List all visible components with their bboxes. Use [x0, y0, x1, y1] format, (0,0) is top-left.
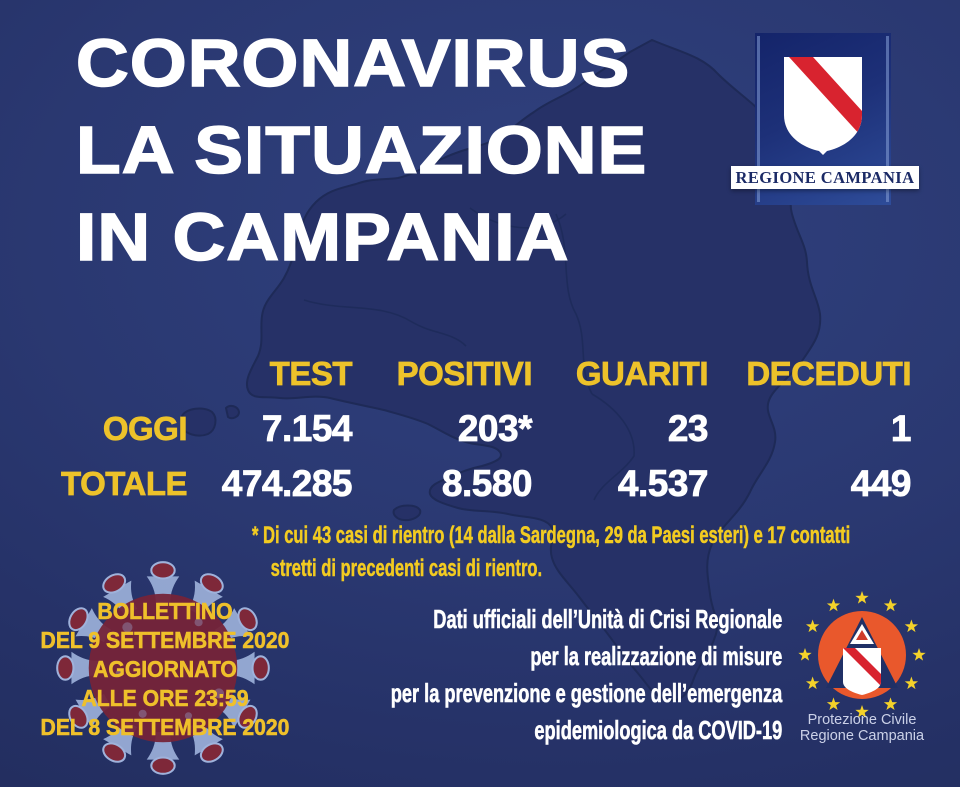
oggi-positivi-value: 203* — [457, 407, 532, 449]
oggi-guariti-value: 23 — [667, 407, 708, 449]
regione-campania-label: REGIONE CAMPANIA — [731, 166, 919, 189]
bulletin-date-block: BOLLETTINO DEL 9 SETTEMBRE 2020 AGGIORNA… — [22, 597, 307, 742]
col-header-deceduti: DECEDUTI — [746, 354, 912, 392]
footnote: * Di cui 43 casi di rientro (14 dalla Sa… — [252, 519, 928, 585]
footnote-line-1: * Di cui 43 casi di rientro (14 dalla Sa… — [252, 522, 851, 550]
source-line-4: epidemiologica da COVID-19 — [534, 715, 782, 746]
totale-test-value: 474.285 — [221, 462, 353, 504]
source-line-3: per la prevenzione e gestione dell’emerg… — [390, 678, 782, 709]
row-label-oggi: OGGI — [102, 409, 187, 447]
title-line-1: CORONAVIRUS — [75, 25, 631, 102]
logo-box-edge — [757, 36, 760, 202]
bulletin-line-3: AGGIORNATO — [93, 656, 237, 683]
campania-shield-icon — [784, 57, 862, 155]
bulletin-line-4: ALLE ORE 23:59 — [81, 685, 249, 712]
row-label-totale: TOTALE — [61, 464, 188, 502]
col-header-guariti: GUARITI — [575, 354, 708, 392]
page-title: CORONAVIRUS LA SITUAZIONE IN CAMPANIA — [75, 20, 648, 281]
bulletin-line-2: DEL 9 SETTEMBRE 2020 — [40, 627, 290, 654]
stats-table: TEST POSITIVI GUARITI DECEDUTI OGGI 7.15… — [45, 346, 912, 511]
source-line-2: per la realizzazione di misure — [530, 641, 782, 672]
oggi-deceduti-value: 1 — [890, 407, 912, 449]
source-line-1: Dati ufficiali dell’Unità di Crisi Regio… — [433, 604, 782, 635]
title-line-2: LA SITUAZIONE — [75, 112, 648, 189]
pc-caption-line-2: Regione Campania — [799, 728, 925, 744]
protezione-civile-caption: Protezione Civile Regione Campania — [786, 712, 938, 744]
bulletin-line-1: BOLLETTINO — [97, 598, 233, 625]
title-line-3: IN CAMPANIA — [75, 199, 570, 276]
source-note: Dati ufficiali dell’Unità di Crisi Regio… — [390, 601, 782, 749]
col-header-positivi: POSITIVI — [396, 354, 533, 392]
logo-box-edge — [886, 36, 889, 202]
oggi-test-value: 7.154 — [261, 407, 353, 449]
coronavirus-icon — [56, 561, 270, 775]
protezione-civile-icon — [798, 591, 926, 718]
totale-deceduti-value: 449 — [850, 462, 912, 504]
bulletin-line-5: DEL 8 SETTEMBRE 2020 — [40, 714, 290, 741]
col-header-test: TEST — [269, 354, 353, 392]
totale-positivi-value: 8.580 — [441, 462, 533, 504]
regione-campania-text: REGIONE CAMPANIA — [735, 167, 915, 187]
pc-caption-line-1: Protezione Civile — [807, 712, 917, 728]
totale-guariti-value: 4.537 — [617, 462, 709, 504]
footnote-line-2: stretti di precedenti casi di rientro. — [270, 555, 543, 583]
